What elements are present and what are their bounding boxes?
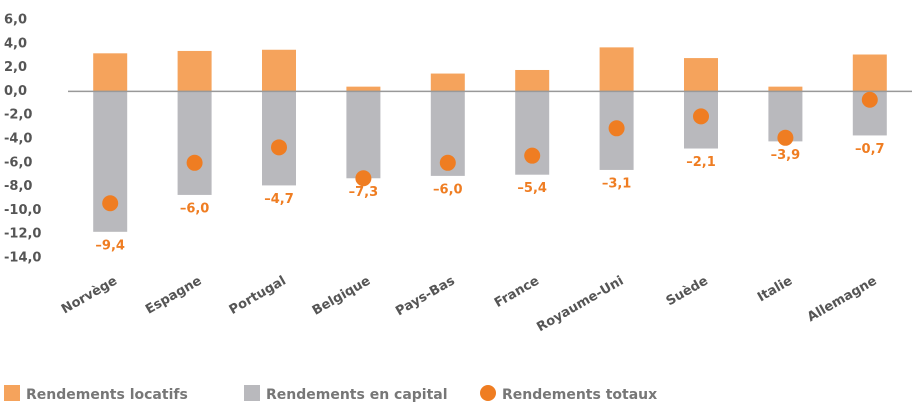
- legend-swatch: [480, 385, 496, 401]
- bar: [262, 91, 296, 186]
- bar: [852, 54, 887, 92]
- y-tick-label: -10,0: [4, 203, 41, 218]
- x-tick-label: Italie: [755, 273, 795, 305]
- x-tick-label: Espagne: [143, 273, 204, 317]
- dot: [186, 154, 203, 171]
- legend-label: Rendements en capital: [266, 387, 448, 403]
- dot: [524, 147, 541, 164]
- y-tick-label: -4,0: [4, 132, 32, 147]
- legend-swatch: [244, 385, 260, 401]
- bar: [177, 91, 212, 195]
- value-label: –6,0: [180, 201, 210, 216]
- y-tick-label: 6,0: [4, 13, 27, 28]
- bar: [430, 73, 465, 92]
- dot: [693, 108, 709, 125]
- value-label: –2,1: [686, 155, 716, 170]
- dot: [439, 154, 456, 171]
- x-tick-label: France: [492, 273, 542, 311]
- x-tick-label: Portugal: [227, 274, 289, 318]
- value-label: –3,9: [771, 148, 801, 163]
- dot: [861, 91, 878, 108]
- legend-label: Rendements locatifs: [26, 387, 188, 403]
- value-label: –5,4: [517, 181, 547, 196]
- x-tick-label: Suède: [664, 273, 711, 309]
- dot: [355, 170, 372, 187]
- bar: [515, 69, 550, 92]
- y-tick-label: 4,0: [4, 36, 27, 51]
- dot: [271, 139, 287, 156]
- y-tick-label: -2,0: [4, 108, 32, 123]
- value-label: –0,7: [855, 142, 885, 157]
- x-tick-label: Royaume-Uni: [534, 274, 626, 336]
- value-label: –4,7: [264, 192, 294, 207]
- dot: [777, 129, 794, 146]
- legend-swatch: [4, 385, 20, 401]
- dot: [102, 195, 119, 212]
- y-tick-label: -12,0: [4, 227, 41, 242]
- legend-label: Rendements totaux: [502, 387, 657, 403]
- value-label: –3,1: [602, 176, 632, 191]
- x-tick-label: Allemagne: [805, 273, 880, 325]
- value-label: –7,3: [349, 185, 379, 200]
- y-tick-label: -8,0: [4, 179, 32, 194]
- bar: [346, 86, 381, 92]
- bar: [262, 49, 296, 92]
- value-label: –6,0: [433, 182, 463, 197]
- y-tick-label: -6,0: [4, 155, 32, 170]
- y-tick-label: -14,0: [4, 251, 41, 266]
- dot: [608, 120, 625, 137]
- bar: [599, 47, 634, 92]
- bar: [93, 53, 128, 92]
- y-tick-label: 2,0: [4, 60, 27, 75]
- bar: [346, 91, 381, 179]
- y-tick-label: 0,0: [4, 84, 27, 99]
- x-tick-label: Pays-Bas: [393, 273, 458, 319]
- bar: [768, 86, 803, 92]
- x-tick-label: Norvège: [59, 273, 120, 317]
- value-label: –9,4: [95, 238, 125, 253]
- bar: [177, 50, 212, 92]
- x-tick-label: Belgique: [310, 273, 373, 318]
- bar: [684, 58, 718, 92]
